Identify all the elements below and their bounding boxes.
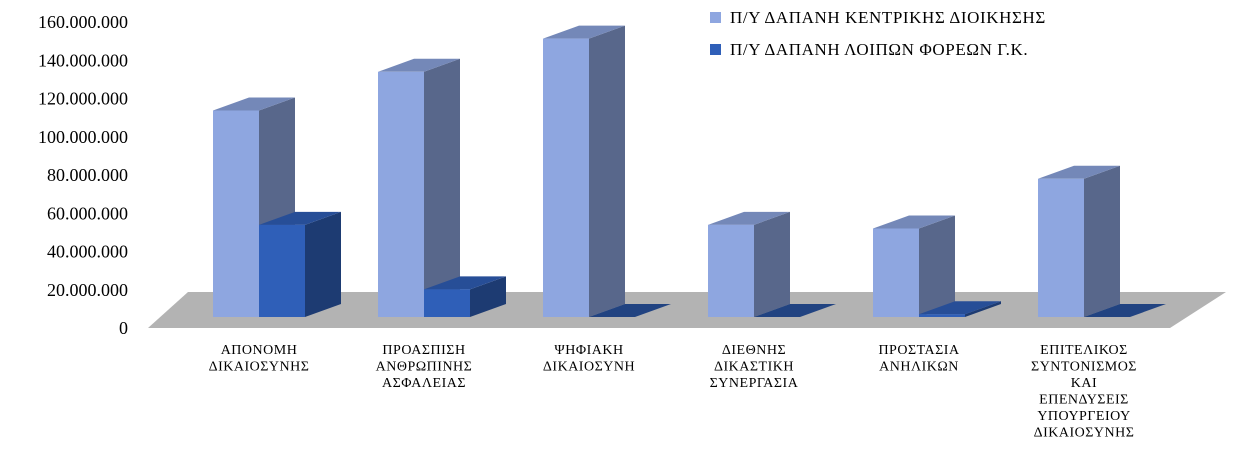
legend-swatch	[710, 44, 721, 55]
bar-s2-c1	[259, 211, 341, 317]
bar-s1-c4	[708, 211, 790, 317]
y-tick-label: 160.000.000	[38, 12, 128, 32]
bars	[213, 25, 1166, 317]
bar-s1-c5	[873, 215, 955, 317]
y-tick-label: 100.000.000	[38, 127, 128, 147]
category-label: ΑΠΟΝΟΜΗ ΔΙΚΑΙΟΣΥΝΗΣ	[209, 343, 310, 375]
y-tick-label: 20.000.000	[47, 280, 128, 300]
bar-s2-c5-side	[965, 301, 1001, 317]
legend-label: Π/Υ ΔΑΠΑΝΗ ΚΕΝΤΡΙΚΗΣ ΔΙΟΙΚΗΣΗΣ	[730, 8, 1046, 27]
legend: Π/Υ ΔΑΠΑΝΗ ΚΕΝΤΡΙΚΗΣ ΔΙΟΙΚΗΣΗΣ Π/Υ ΔΑΠΑΝΗ…	[710, 8, 1046, 59]
legend-label: Π/Υ ΔΑΠΑΝΗ ΛΟΙΠΩΝ ΦΟΡΕΩΝ Γ.Κ.	[730, 40, 1028, 59]
category-label: ΠΡΟΑΣΠΙΣΗ ΑΝΘΡΩΠΙΝΗΣ ΑΣΦΑΛΕΙΑΣ	[376, 343, 473, 391]
bar-s1-c5-top	[873, 215, 955, 229]
bar-s2-c6	[1084, 304, 1166, 317]
bar-s1-c5-side	[919, 215, 955, 317]
bar-s2-c2-top	[424, 276, 506, 290]
category-label: ΔΙΕΘΝΗΣ ΔΙΚΑΣΤΙΚΗ ΣΥΝΕΡΓΑΣΙΑ	[710, 343, 799, 391]
bar-s1-c2-side	[424, 58, 460, 317]
bar-s2-c2-front	[424, 289, 470, 317]
bar-s1-c2-front	[378, 71, 424, 317]
bar-s1-c4-side	[754, 211, 790, 317]
bar-s1-c3-top	[543, 25, 625, 39]
bar-s2-c5-front	[919, 314, 965, 317]
y-tick-label: 40.000.000	[47, 242, 128, 262]
bar-s1-c3	[543, 25, 625, 317]
category-label: ΠΡΟΣΤΑΣΙΑ ΑΝΗΛΙΚΩΝ	[878, 343, 960, 375]
y-tick-label: 60.000.000	[47, 203, 128, 223]
y-tick-label: 0	[119, 318, 128, 338]
bar-s2-c5	[919, 301, 1001, 317]
bar-s1-c5-front	[873, 228, 919, 317]
bar-s1-c4-top	[708, 211, 790, 225]
bar-s1-c6-side	[1084, 165, 1120, 317]
y-tick-label: 120.000.000	[38, 89, 128, 109]
bar-s1-c1-top	[213, 97, 295, 111]
legend-swatch	[710, 12, 721, 23]
bar-s1-c2-top	[378, 58, 460, 72]
y-tick-label: 80.000.000	[47, 165, 128, 185]
bar-s2-c1-top	[259, 211, 341, 225]
bar-s2-c4	[754, 304, 836, 317]
bar-s2-c6-top	[1084, 304, 1166, 317]
category-label: ΨΗΦΙΑΚΗ ΔΙΚΑΙΟΣΥΝΗ	[543, 343, 635, 375]
bar-s2-c2	[424, 276, 506, 317]
y-tick-label: 140.000.000	[38, 50, 128, 70]
bar-s1-c4-front	[708, 224, 754, 317]
bar-s2-c1-side	[305, 211, 341, 317]
x-axis: ΑΠΟΝΟΜΗ ΔΙΚΑΙΟΣΥΝΗΣ ΠΡΟΑΣΠΙΣΗ ΑΝΘΡΩΠΙΝΗΣ ΑΣΦ…	[209, 343, 1137, 441]
bar-s1-c2	[378, 58, 460, 317]
category-label: ΕΠΙΤΕΛΙΚΟΣ ΣΥΝΤΟΝΙΣΜΟΣ ΚΑΙ ΕΠΕΝΔΥΣΕΙΣ ΥΠΟΥΡΓ…	[1031, 343, 1137, 441]
bar-s1-c6-top	[1038, 165, 1120, 179]
bar-s2-c2-side	[470, 276, 506, 317]
bar-s1-c6	[1038, 165, 1120, 317]
bar-s1-c6-front	[1038, 178, 1084, 317]
bar-s1-c3-side	[589, 25, 625, 317]
bar-s2-c5-top	[919, 301, 1001, 315]
bar-s2-c3-top	[589, 304, 671, 317]
y-axis: 0 20.000.000 40.000.000 60.000.000 80.000.00…	[38, 12, 128, 338]
bar-s2-c3	[589, 304, 671, 317]
bar-s1-c3-front	[543, 38, 589, 317]
bar-s2-c1-front	[259, 224, 305, 317]
bar-s2-c4-top	[754, 304, 836, 317]
bar-s1-c1-front	[213, 110, 259, 317]
